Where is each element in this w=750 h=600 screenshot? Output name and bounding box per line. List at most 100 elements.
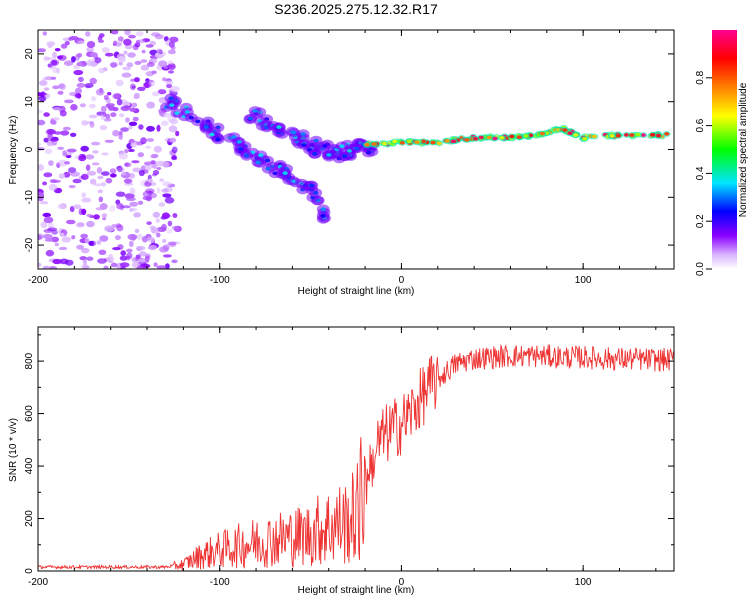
heat-blob [57, 159, 68, 167]
heat-blob [95, 88, 105, 96]
heat-blob [162, 254, 172, 258]
snr-xtick-label: 0 [399, 577, 405, 588]
chart-title: S236.2025.275.12.32.R17 [274, 1, 438, 17]
spectrogram-ytick-label: 20 [24, 48, 35, 60]
heat-blob [170, 86, 180, 93]
heat-blob [136, 233, 143, 240]
heat-blob [74, 87, 83, 95]
heat-blob [142, 235, 148, 243]
heat-blob [51, 179, 61, 183]
heat-blob [147, 178, 153, 183]
heat-blob [52, 66, 58, 73]
heat-blob [38, 164, 44, 171]
heat-blob [107, 92, 112, 96]
heat-blob [138, 258, 146, 263]
heat-blob [110, 30, 119, 35]
heat-blob [80, 233, 88, 239]
heat-blob [121, 72, 132, 78]
colorbar-tick-label: 0.6 [695, 118, 706, 132]
heat-blob [65, 154, 72, 159]
colorbar-tick-label: 0.4 [695, 166, 706, 180]
heat-blob [109, 173, 117, 178]
heat-blob [42, 212, 52, 218]
heat-blob [138, 169, 145, 177]
heat-core [339, 144, 345, 148]
heat-blob [96, 167, 103, 174]
heat-blob [127, 52, 136, 58]
heat-blob [167, 64, 175, 69]
heat-blob [69, 206, 75, 213]
heat-blob [133, 212, 142, 218]
heat-blob [38, 196, 44, 202]
heat-blob [145, 145, 152, 149]
heat-blob [97, 175, 104, 180]
snr-ytick-label: 800 [24, 352, 35, 369]
heat-blob [105, 177, 113, 184]
heat-blob [153, 145, 162, 153]
heat-core [244, 154, 250, 158]
heat-blob [130, 78, 136, 83]
heat-blob [131, 102, 138, 108]
heat-blob [52, 85, 60, 90]
heat-blob [88, 240, 94, 246]
heat-blob [112, 107, 119, 112]
heat-blob [169, 118, 179, 125]
heat-blob [145, 79, 154, 83]
heat-blob [167, 49, 176, 55]
heat-blob [146, 138, 154, 142]
heat-core [567, 131, 573, 135]
heat-blob [66, 219, 76, 225]
heat-blob [121, 205, 131, 209]
heat-blob [90, 96, 97, 102]
heat-blob [123, 128, 128, 132]
heat-blob [54, 48, 61, 52]
heat-blob [171, 146, 178, 154]
heat-blob [150, 153, 159, 158]
heat-core [248, 116, 254, 121]
heat-blob [58, 173, 65, 179]
heat-blob [106, 103, 115, 107]
heat-blob [148, 245, 157, 250]
heat-blob [118, 133, 123, 140]
heat-core [231, 135, 237, 139]
heat-blob [52, 117, 60, 121]
heat-blob [70, 104, 78, 111]
heat-core [320, 214, 326, 218]
heat-core [516, 135, 522, 139]
heat-blob [126, 62, 134, 68]
heat-core [301, 143, 307, 147]
heat-blob [126, 248, 133, 253]
heat-blob [112, 40, 118, 46]
heat-blob [128, 173, 135, 179]
heat-blob [117, 36, 124, 42]
heat-core [312, 151, 318, 156]
heat-blob [59, 258, 69, 265]
heat-blob [120, 266, 126, 269]
heat-blob [134, 228, 140, 234]
heat-blob [48, 183, 58, 191]
heat-blob [43, 87, 50, 91]
heat-blob [48, 222, 54, 229]
spectrogram-xtick-label: -100 [210, 275, 230, 286]
heat-blob [43, 216, 54, 224]
heat-blob [137, 200, 144, 205]
heat-blob [98, 196, 104, 203]
heat-blob [70, 132, 77, 137]
heat-blob [57, 146, 65, 150]
heat-blob [155, 160, 166, 167]
heat-blob [110, 262, 118, 268]
heat-core [650, 133, 656, 137]
heat-blob [137, 86, 146, 91]
snr-ytick-label: 0 [24, 568, 35, 574]
heat-blob [89, 121, 95, 128]
heat-blob [96, 240, 102, 245]
heat-blob [135, 31, 144, 37]
heat-blob [140, 137, 147, 145]
heat-blob [78, 208, 83, 216]
heat-blob [128, 125, 133, 130]
heat-blob [89, 103, 96, 109]
colorbar-tick-label: 0.8 [695, 70, 706, 84]
heat-core [272, 171, 278, 176]
